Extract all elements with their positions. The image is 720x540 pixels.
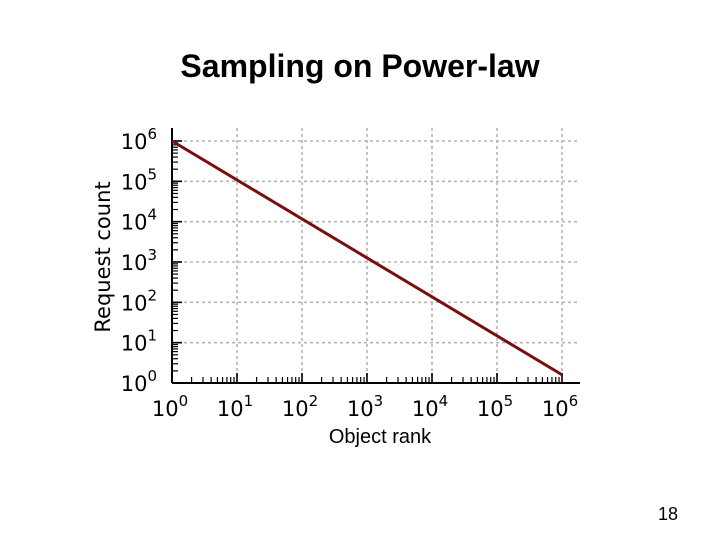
y-tick-label: 105 (121, 165, 157, 194)
x-axis-label: Object rank (328, 426, 432, 448)
x-tick-label: 102 (282, 392, 318, 421)
y-tick-label: 104 (121, 206, 157, 235)
y-tick-label: 106 (121, 125, 157, 154)
y-axis-label: Request count (91, 181, 115, 332)
x-tick-label: 101 (217, 392, 253, 421)
page-number: 18 (657, 504, 678, 524)
axes (171, 128, 580, 384)
x-tick-labels: 100 101 102 103 104 105 106 (152, 392, 578, 421)
series-line (171, 139, 563, 377)
y-tick-label: 102 (121, 286, 157, 315)
y-tick-label: 103 (121, 246, 157, 275)
grid-lines (172, 128, 580, 383)
x-tick-label: 106 (542, 392, 578, 421)
slide-title: Sampling on Power-law (180, 48, 540, 84)
series-group (171, 139, 563, 377)
x-tick-label: 100 (152, 392, 188, 421)
x-tick-label: 104 (412, 392, 448, 421)
x-tick-label: 103 (347, 392, 383, 421)
y-tick-labels: 100 101 102 103 104 105 106 (121, 125, 157, 396)
y-tick-label: 101 (121, 327, 157, 356)
x-tick-label: 105 (477, 392, 513, 421)
y-tick-label: 100 (121, 367, 157, 396)
